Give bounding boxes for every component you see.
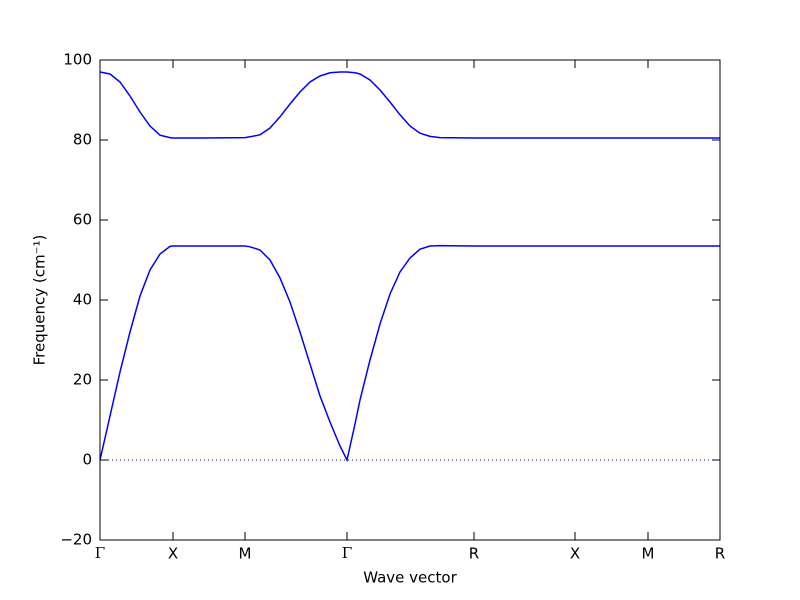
x-tick-label: M (642, 545, 655, 563)
x-tick-label: R (715, 545, 725, 563)
y-tick-label: −20 (60, 531, 92, 549)
y-tick-label: 0 (82, 451, 92, 469)
band-line (99, 71, 720, 139)
x-tick-label: R (469, 545, 479, 563)
x-axis-label: Wave vector (363, 569, 457, 587)
y-tick-label: 100 (63, 51, 92, 69)
y-axis-label: Frequency (cm⁻¹) (31, 235, 49, 366)
y-tick-label: 40 (73, 291, 92, 309)
x-tick-label: M (239, 545, 252, 563)
y-tick-label: 80 (73, 131, 92, 149)
x-tick-label: X (168, 545, 178, 563)
x-tick-label: Γ (95, 544, 105, 562)
band-line (99, 244, 720, 463)
y-tick-label: 60 (73, 211, 92, 229)
y-tick-label: 20 (73, 371, 92, 389)
x-tick-label: Γ (342, 544, 352, 562)
plot-frame (99, 59, 721, 541)
x-tick-label: X (570, 545, 580, 563)
